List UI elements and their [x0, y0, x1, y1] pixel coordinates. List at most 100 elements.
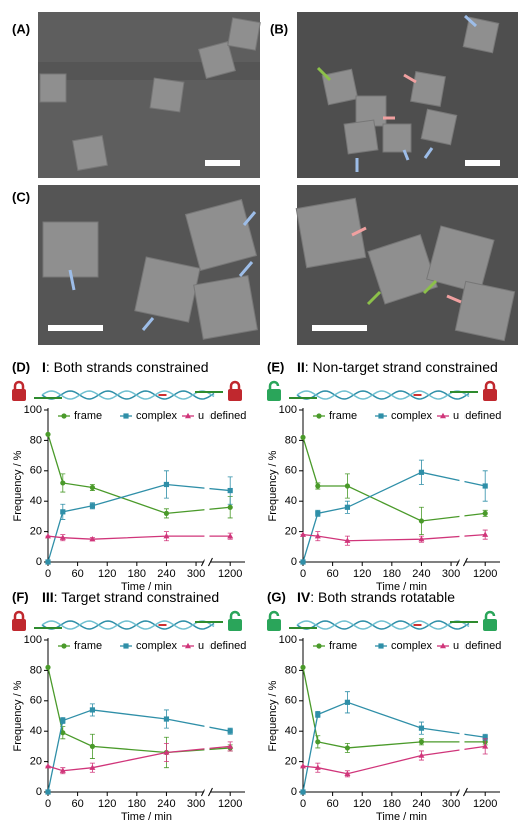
legend-marker: [378, 413, 383, 418]
chart-title: IV: Both strands rotatable: [297, 589, 455, 605]
x-tick-label: 0: [45, 568, 51, 580]
x-tick-label: 180: [128, 568, 146, 580]
legend-label: frame: [74, 410, 102, 422]
x-tick-label: 60: [71, 798, 83, 810]
y-axis-title: Frequency / %: [12, 450, 24, 521]
legend-label: complex: [391, 410, 432, 422]
chart-title: I: Both strands constrained: [42, 359, 209, 375]
marker: [164, 511, 169, 516]
marker: [45, 432, 50, 437]
panel-label: (B): [270, 21, 288, 36]
title-numeral: IV: [297, 589, 311, 605]
lock-icon: [483, 389, 497, 401]
series-line: [303, 667, 485, 748]
x-tick-label: 300: [442, 568, 460, 580]
legend-marker: [123, 643, 128, 648]
marker: [60, 480, 65, 485]
x-tick-label: 240: [157, 568, 175, 580]
break-gap: [459, 408, 464, 561]
lock-shackle: [486, 612, 494, 620]
legend-label: complex: [136, 410, 177, 422]
y-tick-label: 80: [30, 434, 42, 446]
marker: [228, 729, 233, 734]
legend-label: frame: [329, 410, 357, 422]
break-gap: [204, 638, 209, 791]
x-tick-label: 300: [187, 568, 205, 580]
marker: [45, 789, 50, 794]
marker: [228, 505, 233, 510]
marker: [164, 716, 169, 721]
marker: [419, 470, 424, 475]
x-tick-label: 180: [383, 798, 401, 810]
marker: [315, 511, 320, 516]
marker: [300, 531, 306, 536]
x-tick-label: 180: [383, 568, 401, 580]
x-tick-label: 1200: [473, 568, 497, 580]
marker: [60, 718, 65, 723]
marker: [345, 700, 350, 705]
x-tick-label: 120: [353, 798, 371, 810]
series-line: [48, 434, 230, 513]
marker: [300, 559, 305, 564]
y-tick-label: 20: [285, 756, 297, 768]
legend-label: frame: [329, 640, 357, 652]
x-tick-label: 240: [412, 568, 430, 580]
panel-label: (A): [12, 21, 30, 36]
y-tick-label: 20: [30, 756, 42, 768]
marker: [227, 743, 233, 748]
break-gap: [459, 638, 464, 791]
y-axis-title: Frequency / %: [267, 450, 279, 521]
lock-icon: [483, 619, 497, 631]
marker: [482, 743, 488, 748]
x-axis-title: Time / min: [121, 811, 172, 823]
y-axis-title: Frequency / %: [12, 680, 24, 751]
title-numeral: III: [42, 589, 54, 605]
x-tick-label: 180: [128, 798, 146, 810]
legend-marker: [316, 643, 321, 648]
y-tick-label: 60: [285, 465, 297, 477]
marker: [45, 533, 51, 538]
panel-label: (D): [12, 359, 30, 374]
chart-title: II: Non-target strand constrained: [297, 359, 498, 375]
legend-marker: [123, 413, 128, 418]
lock-icon: [228, 619, 242, 631]
y-tick-label: 0: [36, 786, 42, 798]
legend-label: frame: [74, 640, 102, 652]
y-tick-label: 100: [24, 634, 42, 646]
marker: [345, 745, 350, 750]
x-tick-label: 60: [71, 568, 83, 580]
marker: [90, 744, 95, 749]
y-tick-label: 100: [279, 404, 297, 416]
series-line: [48, 710, 230, 792]
x-axis-title: Time / min: [376, 811, 427, 823]
lock-shackle: [270, 612, 278, 620]
y-tick-label: 20: [30, 526, 42, 538]
marker: [164, 482, 169, 487]
marker: [300, 763, 306, 768]
legend-marker: [61, 413, 66, 418]
legend-marker: [378, 643, 383, 648]
marker: [419, 518, 424, 523]
panel-label: (E): [267, 359, 284, 374]
lock-shackle: [231, 612, 239, 620]
series-line: [48, 667, 230, 752]
lock-shackle: [15, 382, 23, 390]
x-tick-label: 240: [157, 798, 175, 810]
y-tick-label: 80: [285, 434, 297, 446]
title-text: : Both strands constrained: [46, 359, 209, 375]
y-tick-label: 0: [291, 556, 297, 568]
marker: [483, 511, 488, 516]
x-tick-label: 120: [353, 568, 371, 580]
y-tick-label: 60: [30, 465, 42, 477]
marker: [300, 789, 305, 794]
series-line: [303, 702, 485, 792]
marker: [300, 435, 305, 440]
lock-icon: [267, 389, 281, 401]
marker: [300, 665, 305, 670]
title-numeral: II: [297, 359, 305, 375]
x-tick-label: 1200: [473, 798, 497, 810]
marker: [419, 726, 424, 731]
series-line: [303, 437, 485, 521]
series-line: [303, 535, 485, 541]
legend-label: complex: [136, 640, 177, 652]
